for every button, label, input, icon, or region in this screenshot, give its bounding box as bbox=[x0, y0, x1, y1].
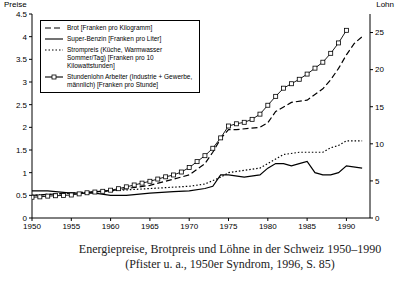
html-text:Super-Benzin [Franken pro Lite: Super-Benzin [Franken pro Liter] bbox=[67, 35, 162, 42]
svg-text:3.5: 3.5 bbox=[16, 55, 28, 64]
svg-text:0: 0 bbox=[375, 214, 380, 223]
svg-text:1: 1 bbox=[23, 169, 28, 178]
svg-text:1965: 1965 bbox=[141, 222, 159, 231]
svg-text:1955: 1955 bbox=[62, 222, 80, 231]
html-text:Preise: Preise bbox=[4, 0, 27, 9]
html-text:Lohn: Lohn bbox=[376, 0, 394, 9]
svg-text:20: 20 bbox=[375, 65, 384, 74]
svg-text:3: 3 bbox=[23, 78, 28, 87]
html-text:(Pfister u. a., 1950er Syndrom: (Pfister u. a., 1950er Syndrom, 1996, S.… bbox=[125, 257, 335, 271]
html-text:Strompreis (Küche, Warmwasser: Strompreis (Küche, Warmwasser Sommer/Tag… bbox=[67, 46, 163, 69]
svg-text:0.5: 0.5 bbox=[16, 191, 28, 200]
svg-text:25: 25 bbox=[375, 28, 384, 37]
svg-text:1.5: 1.5 bbox=[16, 146, 28, 155]
html-text:Brot [Franken pro Kilogramm]: Brot [Franken pro Kilogramm] bbox=[67, 24, 153, 31]
svg-text:1960: 1960 bbox=[102, 222, 120, 231]
svg-text:4: 4 bbox=[23, 33, 28, 42]
svg-text:0: 0 bbox=[23, 214, 28, 223]
svg-text:1970: 1970 bbox=[180, 222, 198, 231]
html-text:Energiepreise, Brotpreis und L: Energiepreise, Brotpreis und Löhne in de… bbox=[78, 242, 382, 256]
svg-text:15: 15 bbox=[375, 103, 384, 112]
svg-text:1990: 1990 bbox=[338, 222, 356, 231]
svg-text:1980: 1980 bbox=[259, 222, 277, 231]
html-text:Stundenlohn Arbeiter (Industri: Stundenlohn Arbeiter (Industrie + Gewerb… bbox=[67, 73, 193, 88]
svg-text:1985: 1985 bbox=[298, 222, 316, 231]
svg-text:4.5: 4.5 bbox=[16, 10, 28, 19]
svg-text:2: 2 bbox=[23, 123, 28, 132]
svg-text:10: 10 bbox=[375, 140, 384, 149]
svg-text:1975: 1975 bbox=[220, 222, 238, 231]
svg-text:1950: 1950 bbox=[23, 222, 41, 231]
svg-text:2.5: 2.5 bbox=[16, 101, 28, 110]
svg-text:5: 5 bbox=[375, 177, 380, 186]
